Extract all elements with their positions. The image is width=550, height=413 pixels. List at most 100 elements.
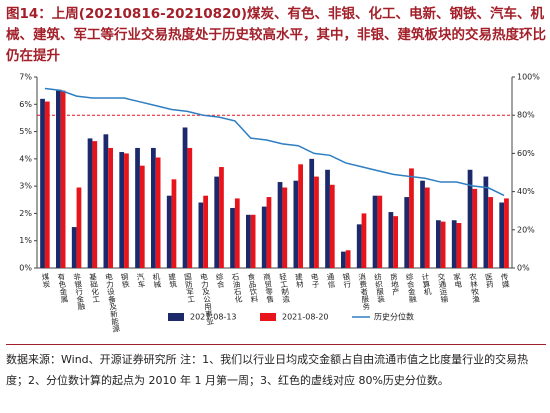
bar <box>345 250 351 268</box>
bar <box>56 90 61 268</box>
bar <box>499 202 505 268</box>
bar <box>483 176 489 268</box>
x-tick-label: 石油石化 <box>230 272 244 304</box>
x-tick-label: 电力设备及新能源 <box>103 271 121 334</box>
x-tick-label: 银行 <box>341 272 352 290</box>
bar <box>182 127 188 268</box>
bar <box>436 220 441 268</box>
bar <box>60 90 66 268</box>
x-tick-label: 家电 <box>452 271 463 289</box>
legend-swatch <box>168 313 184 321</box>
y-tick-label: 0% <box>19 264 32 273</box>
footnote: 数据来源：Wind、开源证券研究所 注：1、我们以行业日均成交金额占自由流通市值… <box>6 344 546 391</box>
bar <box>166 195 172 268</box>
y-tick-label: 6% <box>19 100 32 109</box>
x-tick-label: 建材 <box>293 271 304 289</box>
x-tick-label: 交通运输 <box>436 271 450 304</box>
bar <box>246 214 251 268</box>
bar <box>467 169 473 268</box>
bar <box>372 195 378 268</box>
bar <box>171 179 177 268</box>
bar <box>388 212 394 268</box>
x-tick-label: 商贸零售 <box>262 271 276 304</box>
x-tick-label: 通信 <box>325 271 337 290</box>
bar <box>409 168 414 268</box>
bar <box>404 197 410 268</box>
bar <box>293 180 299 268</box>
x-tick-label: 农林牧渔 <box>468 271 482 303</box>
line <box>44 87 505 197</box>
x-tick-label: 综合金融 <box>404 271 418 304</box>
bar <box>219 167 224 268</box>
x-tick-label: 煤炭 <box>40 271 52 290</box>
x-tick-label: 国防军工 <box>183 272 196 303</box>
x-tick-label: 房地产 <box>388 271 401 297</box>
bar <box>456 222 462 268</box>
x-tick-label: 钢铁 <box>119 271 131 290</box>
x-tick-label: 有色金属 <box>56 271 70 304</box>
bar <box>234 198 240 268</box>
x-tick-label: 传媒 <box>499 271 511 290</box>
bar <box>40 98 45 268</box>
y-tick-label: 5% <box>19 127 32 136</box>
bar <box>488 197 493 268</box>
y2-tick-label: 40% <box>517 187 535 196</box>
x-tick-label: 医药 <box>483 272 494 290</box>
bar <box>361 213 367 268</box>
bar <box>309 158 315 268</box>
bar <box>282 187 288 268</box>
x-tick-label: 汽车 <box>135 271 147 290</box>
bar <box>230 207 235 268</box>
bar <box>103 134 109 268</box>
bar <box>261 206 267 268</box>
bar <box>277 182 283 268</box>
x-tick-label: 机械 <box>151 271 163 290</box>
x-tick-label: 轻工制造 <box>278 271 292 304</box>
bar <box>325 169 330 268</box>
legend-label: 历史分位数 <box>374 312 414 322</box>
bar <box>87 138 93 268</box>
y-tick-label: 1% <box>19 236 32 245</box>
legend-swatch <box>260 313 276 321</box>
bar <box>108 147 113 268</box>
bar <box>198 202 204 268</box>
bar <box>124 153 129 268</box>
chart: 0% 1% 2% 3% 4% 5% 6% 7% 0% 20% 40% 60% 80% 100% 煤炭 有色金属… <box>19 73 540 335</box>
bar <box>356 224 362 268</box>
x-tick-label: 纺织服装 <box>373 271 387 304</box>
bar <box>393 216 398 268</box>
bar <box>76 187 82 268</box>
bar <box>298 164 303 268</box>
bar <box>472 188 478 268</box>
bar <box>44 101 50 268</box>
bar <box>187 147 193 268</box>
bar <box>341 251 346 268</box>
bar <box>314 176 319 268</box>
y-tick-label: 4% <box>19 154 32 163</box>
y2-tick-label: 60% <box>517 149 535 158</box>
legend-label: 2021-08-20 <box>282 313 329 322</box>
y-tick-label: 2% <box>19 209 32 218</box>
x-tick-label: 食品饮料 <box>246 271 260 304</box>
bar <box>155 157 161 268</box>
chart-title: 图14：上周(20210816-20210820)煤炭、有色、非银、化工、电新、… <box>6 6 546 64</box>
x-tick-label: 电子 <box>309 271 320 289</box>
bar <box>440 221 446 268</box>
y2-tick-label: 20% <box>517 225 535 234</box>
y-tick-label: 7% <box>19 73 32 82</box>
bar <box>266 197 272 268</box>
bar <box>451 220 457 268</box>
bar <box>119 152 125 268</box>
y2-tick-label: 0% <box>517 264 530 273</box>
x-tick-label: 消费者服务 <box>357 271 372 312</box>
x-tick-label: 非银行金融 <box>72 271 87 312</box>
bar <box>377 195 383 268</box>
bar <box>71 227 77 268</box>
x-tick-label: 计算机 <box>420 271 433 297</box>
y-tick-label: 3% <box>19 182 32 191</box>
x-tick-label: 基础化工 <box>88 271 102 303</box>
bar <box>250 214 256 268</box>
x-tick-label: 建筑 <box>167 271 179 290</box>
bar <box>329 184 335 268</box>
